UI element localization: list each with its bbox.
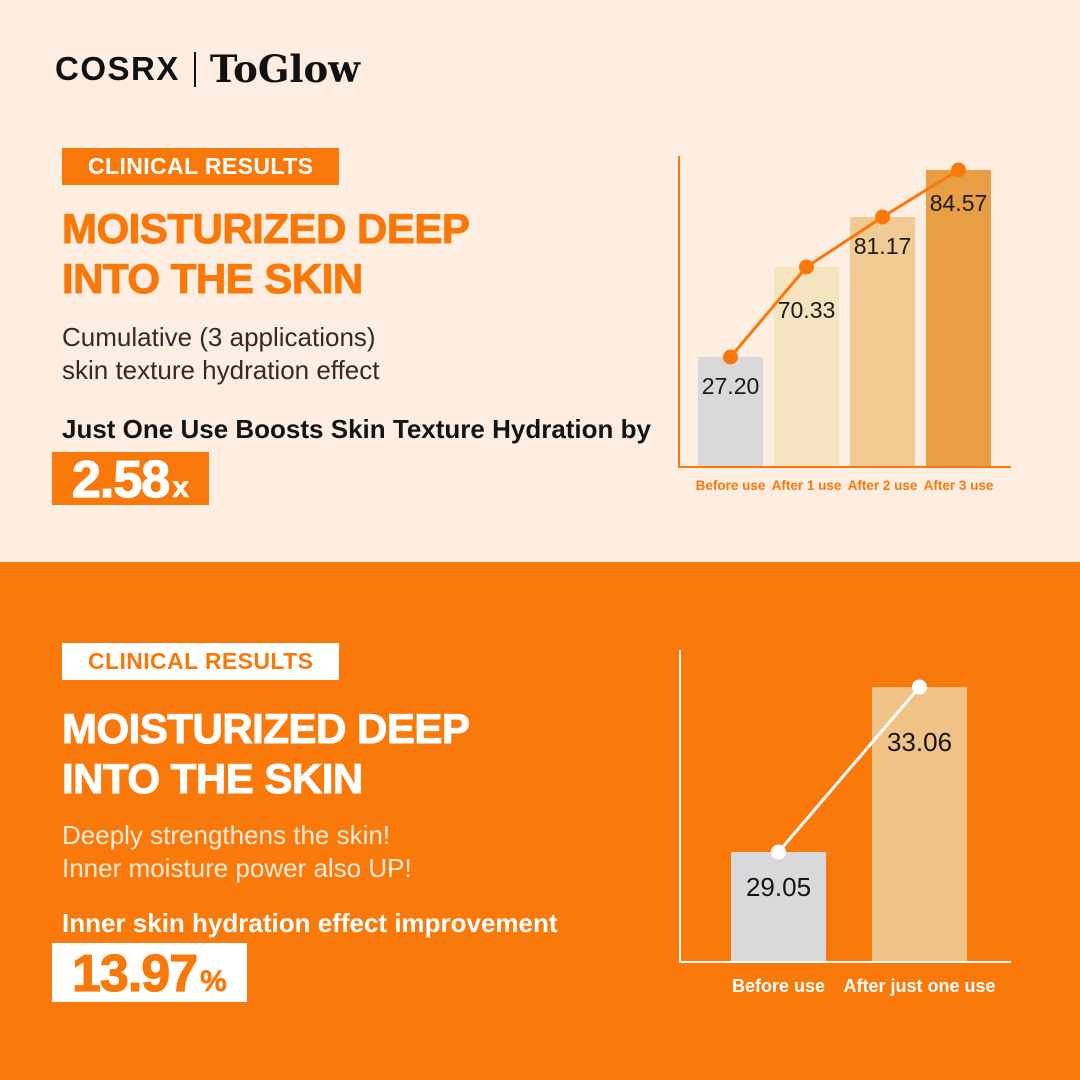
bar-value-label: 33.06 xyxy=(886,727,953,757)
trend-line xyxy=(771,679,927,860)
bar-after-2-use xyxy=(850,217,915,466)
subtitle-line-2: Inner moisture power also UP! xyxy=(62,853,412,883)
brand-name: COSRX xyxy=(55,50,180,87)
bottom-panel: CLINICAL RESULTS MOISTURIZED DEEP INTO T… xyxy=(0,562,1080,1080)
x-axis-label: Before use xyxy=(731,976,826,996)
bar-value-label: 70.33 xyxy=(777,297,836,323)
top-chart-x-labels: Before use After 1 use After 2 use After 3 … xyxy=(680,478,1020,508)
stat-value: 2.58 xyxy=(71,451,170,509)
headline-line-1: MOISTURIZED DEEP xyxy=(61,205,470,253)
bar-after-3-use xyxy=(926,170,991,466)
subtitle-line-1: Deeply strengthens the skin! xyxy=(62,820,391,850)
headline-line-2: INTO THE SKIN xyxy=(62,255,364,303)
bar-before-use xyxy=(698,357,763,466)
stat-suffix: % xyxy=(200,965,227,999)
bar-before-use xyxy=(731,852,826,961)
badge-label: CLINICAL RESULTS xyxy=(88,153,314,179)
badge-label: CLINICAL RESULTS xyxy=(88,648,314,674)
brand-logo: COSRX ToGlow xyxy=(55,47,360,91)
subtitle-line-2: skin texture hydration effect xyxy=(62,355,380,385)
top-stat-box: 2.58 x xyxy=(52,451,209,509)
headline-line-1: MOISTURIZED DEEP xyxy=(61,705,470,753)
x-axis-label: After just one use xyxy=(843,976,996,996)
stat-suffix: x xyxy=(172,471,189,505)
clinical-results-badge: CLINICAL RESULTS xyxy=(62,148,340,185)
bottom-subtitle: Deeply strengthens the skin! Inner moist… xyxy=(62,819,412,885)
top-statement: Just One Use Boosts Skin Texture Hydrati… xyxy=(62,414,651,444)
subtitle-line-1: Cumulative (3 applications) xyxy=(62,322,376,352)
x-axis-label: After 1 use xyxy=(771,478,842,493)
bottom-statement: Inner skin hydration effect improvement xyxy=(62,908,558,938)
stat-value: 13.97 xyxy=(71,944,198,1003)
clinical-results-badge: CLINICAL RESULTS xyxy=(62,643,340,680)
top-panel: COSRX ToGlow CLINICAL RESULTS MOISTURIZE… xyxy=(0,0,1080,562)
bottom-stat-box: 13.97 % xyxy=(52,943,247,1004)
bar-after-just-one-use xyxy=(872,687,967,961)
trend-line xyxy=(723,162,966,365)
bar-value-label: 29.05 xyxy=(745,872,812,902)
top-subtitle: Cumulative (3 applications) skin texture… xyxy=(62,321,379,387)
x-axis-label: After 2 use xyxy=(847,478,918,493)
x-axis-label: After 3 use xyxy=(923,478,994,493)
bottom-chart: 29.05 33.06 Before use After just one use xyxy=(679,650,1019,1050)
bar-value-label: 84.57 xyxy=(929,190,988,216)
bottom-chart-plot: 29.05 33.06 xyxy=(679,650,1011,963)
top-chart: 27.20 70.33 81.17 84.57 Before use After 1 u… xyxy=(678,156,1018,516)
bar-after-1-use xyxy=(774,267,839,466)
bar-value-label: 81.17 xyxy=(853,233,912,259)
top-headline: MOISTURIZED DEEP INTO THE SKIN xyxy=(61,204,470,304)
logo-divider xyxy=(193,51,196,87)
headline-line-2: INTO THE SKIN xyxy=(62,755,364,803)
product-name: ToGlow xyxy=(209,47,361,91)
bottom-chart-x-labels: Before use After just one use xyxy=(681,976,1021,1006)
x-axis-label: Before use xyxy=(695,478,766,493)
bottom-headline: MOISTURIZED DEEP INTO THE SKIN xyxy=(61,704,470,804)
top-chart-plot: 27.20 70.33 81.17 84.57 xyxy=(678,156,1011,468)
bar-value-label: 27.20 xyxy=(701,373,760,399)
